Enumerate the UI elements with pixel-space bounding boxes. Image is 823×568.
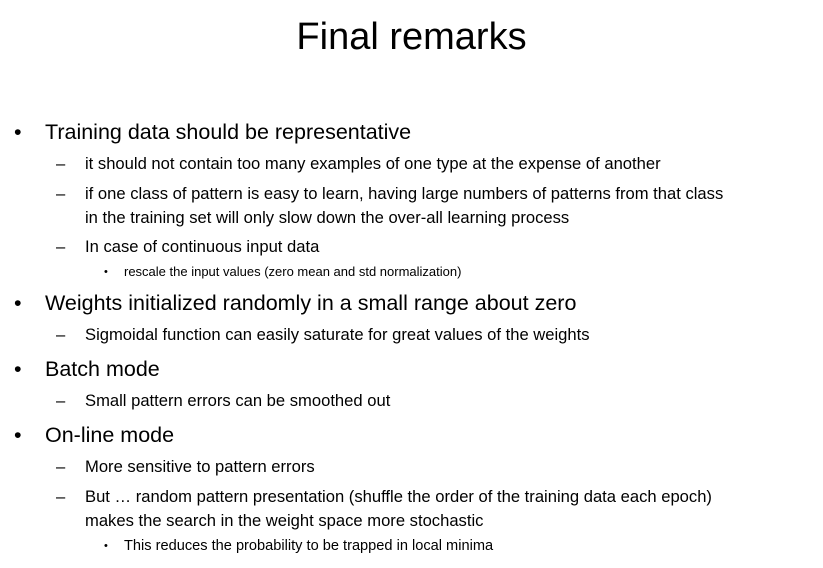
sub-bullet-text: Small pattern errors can be smoothed out (85, 391, 391, 410)
bullet-text: On-line mode (45, 423, 175, 447)
dash-marker: – (56, 487, 66, 506)
dash-marker: – (56, 391, 66, 410)
sub-bullet-text: it should not contain too many examples … (85, 154, 661, 173)
sub-sub-bullet-text: This reduces the probability to be trapp… (124, 538, 494, 554)
dash-marker: – (56, 325, 66, 344)
bullet-text: Weights initialized randomly in a small … (45, 291, 577, 315)
dot-marker: • (104, 540, 108, 552)
sub-bullet-text: More sensitive to pattern errors (85, 457, 315, 476)
dash-marker: – (56, 457, 66, 476)
sub-bullet-text: makes the search in the weight space mor… (85, 511, 484, 530)
bullet-marker: • (14, 291, 22, 315)
dash-marker: – (56, 184, 66, 203)
sub-bullet-text: In case of continuous input data (85, 237, 320, 256)
slide-title: Final remarks (296, 16, 527, 58)
bullet-marker: • (14, 120, 22, 144)
sub-bullet-text: Sigmoidal function can easily saturate f… (85, 325, 590, 344)
dash-marker: – (56, 154, 66, 173)
bullet-marker: • (14, 357, 22, 381)
dash-marker: – (56, 237, 66, 256)
dot-marker: • (104, 266, 108, 278)
sub-bullet-text: in the training set will only slow down … (85, 208, 570, 227)
sub-sub-bullet-text: rescale the input values (zero mean and … (124, 264, 462, 279)
bullet-marker: • (14, 423, 22, 447)
bullet-text: Batch mode (45, 357, 160, 381)
sub-bullet-text: But … random pattern presentation (shuff… (85, 487, 712, 506)
sub-bullet-text: if one class of pattern is easy to learn… (85, 184, 724, 203)
bullet-text: Training data should be representative (45, 120, 412, 144)
